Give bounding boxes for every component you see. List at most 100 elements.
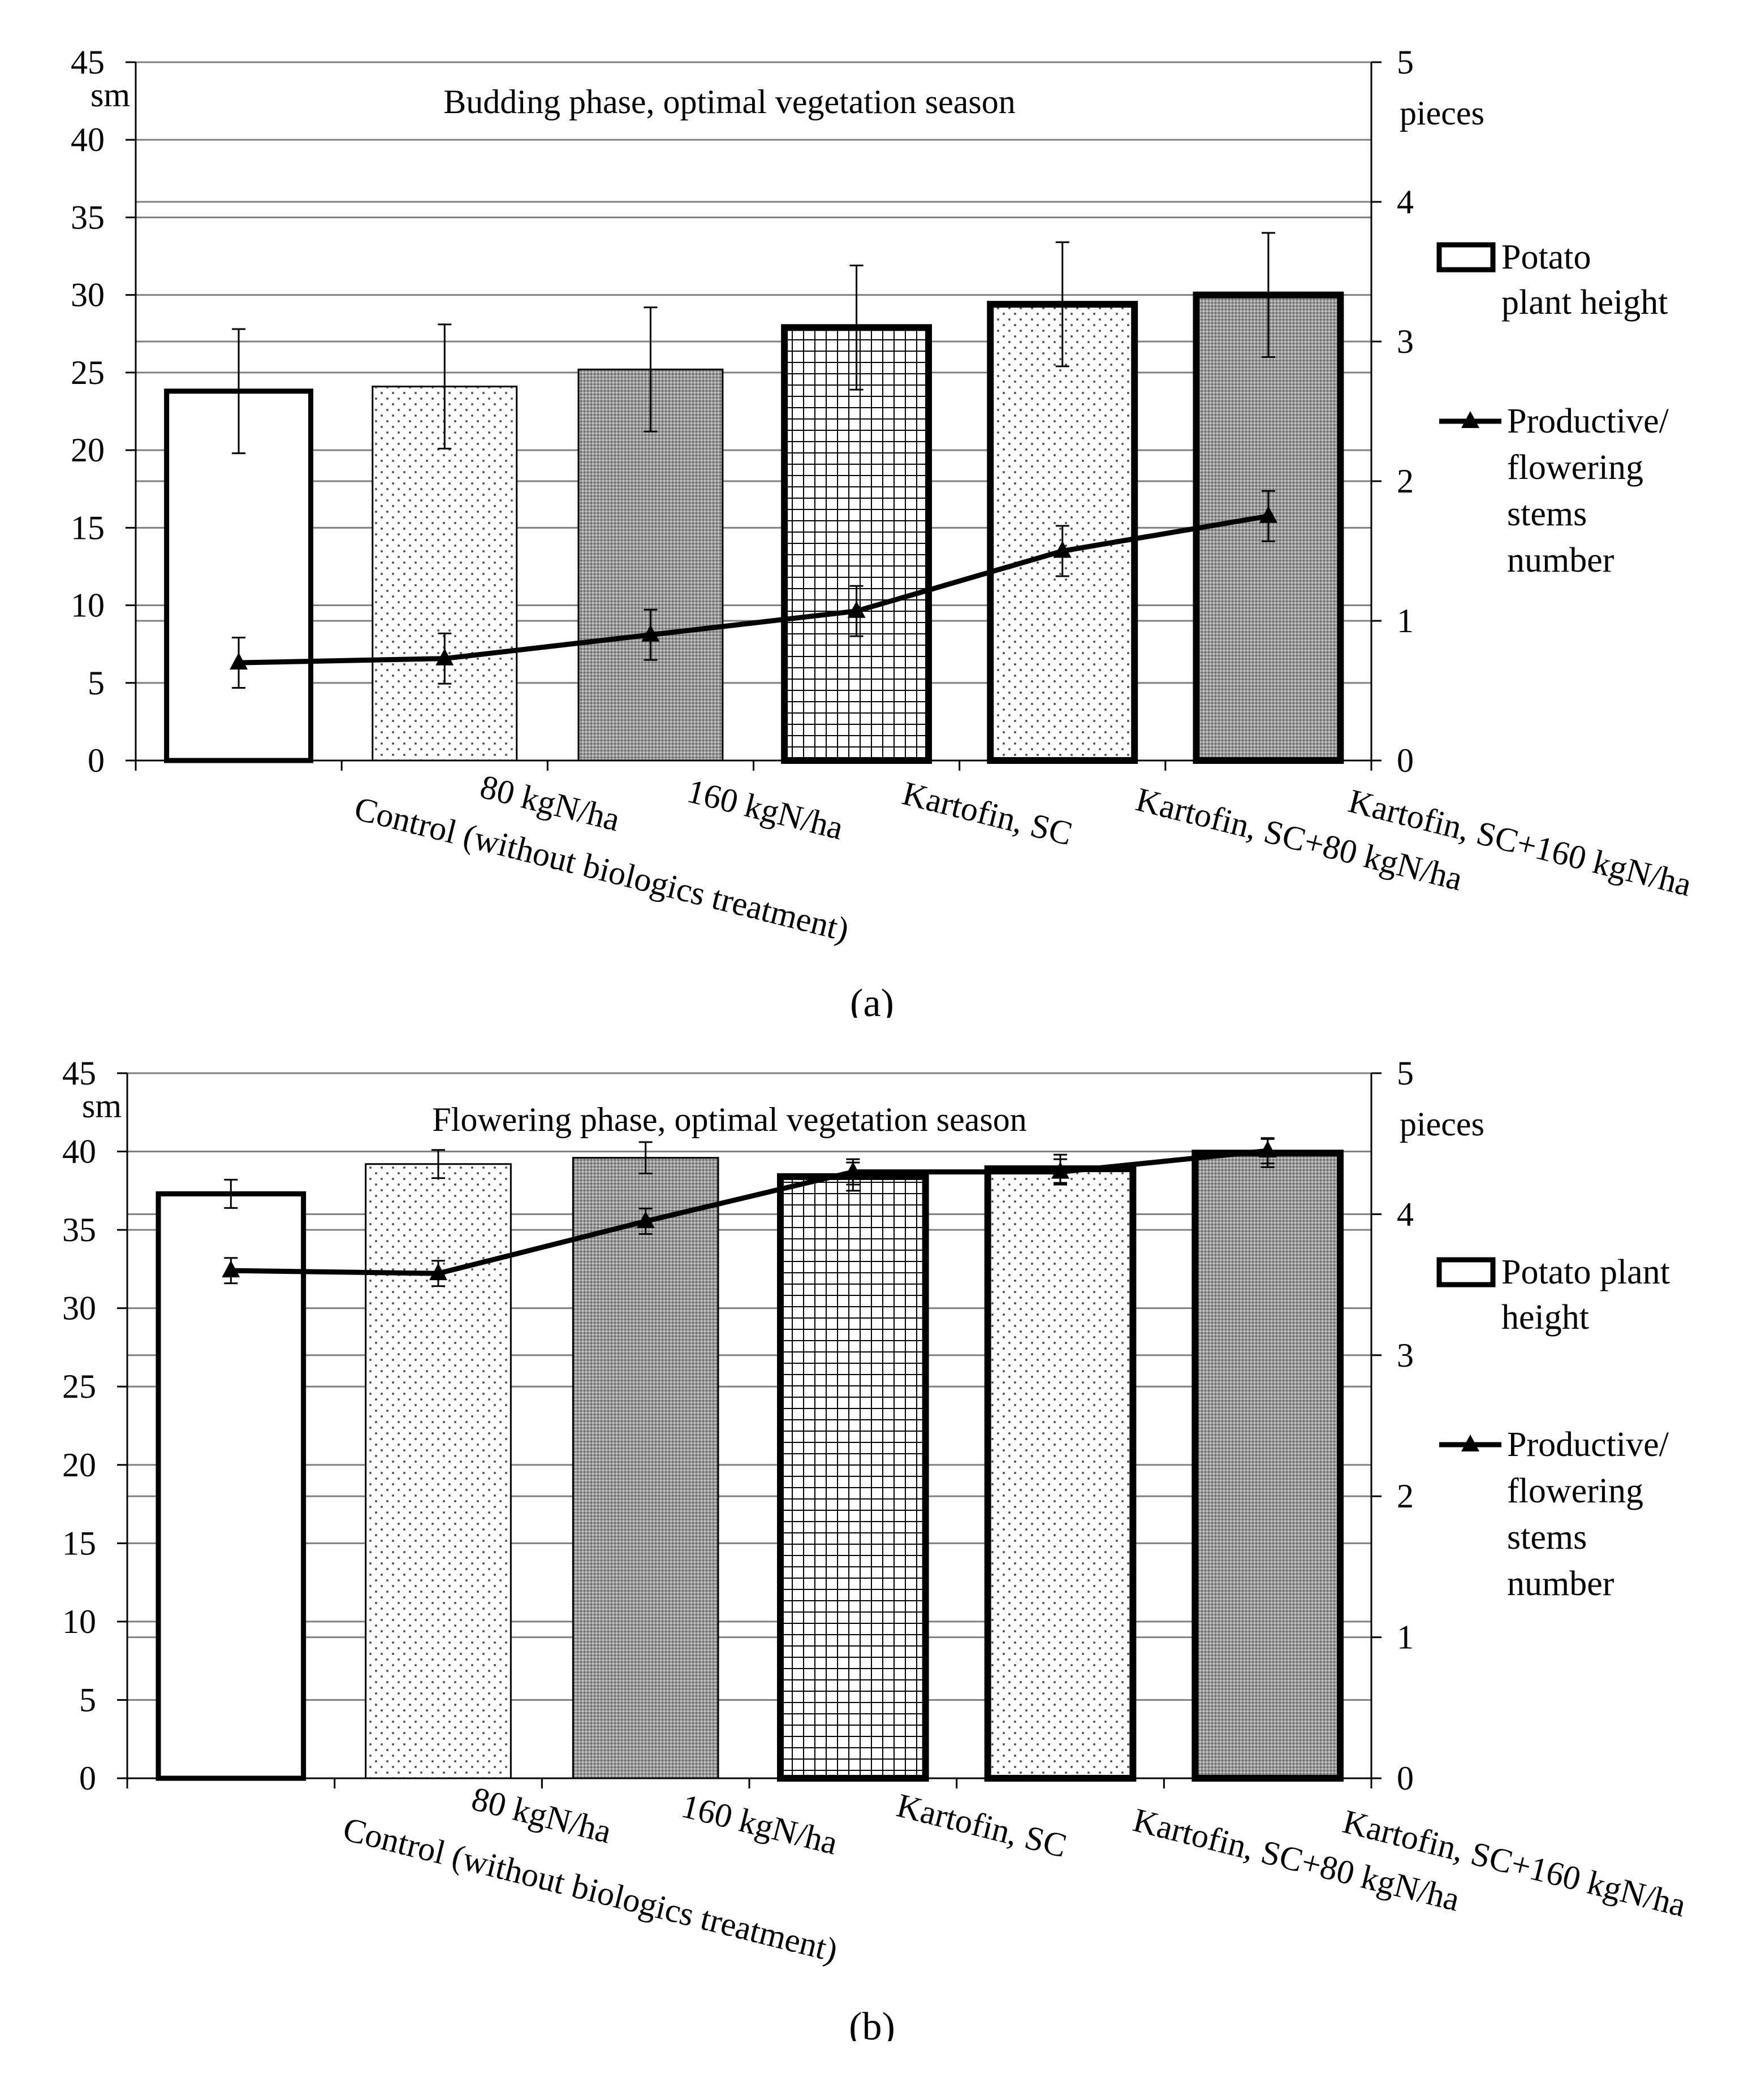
bar-error-1 [224,1178,238,1209]
y-tick-label-left: 15 [62,1524,96,1562]
category-label-6: Kartofin, SC+160 kgN/ha [1345,782,1695,904]
y-tick-label-left: 25 [62,1368,96,1405]
y-tick-label-left: 20 [71,431,105,469]
y-tick-label-right: 2 [1397,1477,1414,1515]
y-tick-label-right: 5 [1397,1055,1414,1092]
y-tick-label-left: 10 [71,587,105,624]
y-axis-label-right: pieces [1400,94,1484,132]
line-marker-1 [230,653,248,670]
y-axis-label-right: pieces [1400,1105,1484,1143]
bar-error-2 [431,1149,445,1179]
line-marker-5 [1053,541,1072,558]
category-label-2: 80 kgN/ha [468,1780,615,1851]
legend-line-label: stems [1507,495,1587,533]
line-marker-4 [847,600,866,618]
line-marker-2 [435,648,454,666]
y-tick-label-right: 1 [1397,602,1414,639]
legend-line-marker [1461,1434,1479,1451]
category-label-3: 160 kgN/ha [684,772,847,846]
legend-bar-label: Potato plant [1501,1253,1670,1291]
y-tick-label-right: 3 [1397,1337,1414,1374]
y-tick-label-left: 40 [71,121,105,158]
line-marker-6 [1259,505,1277,523]
line-marker-6 [1258,1140,1277,1158]
y-tick-label-left: 20 [62,1446,96,1484]
chart-b-line [222,1137,1277,1287]
line-marker-5 [1051,1161,1069,1179]
bar-6 [1192,1150,1344,1782]
legend-bar-swatch [1436,242,1496,273]
bar-2 [365,1163,512,1779]
bar-error-2 [438,323,452,450]
bar-3 [577,368,724,762]
y-tick-label-left: 45 [62,1055,96,1092]
chart-title: Budding phase, optimal vegetation season [443,83,1015,120]
chart-a-gridlines [136,61,1371,684]
bar-error-5 [1055,241,1069,368]
bar-4 [781,324,933,764]
bar-error-3 [644,306,658,433]
y-tick-label-left: 35 [62,1211,96,1248]
chart-a-axes [126,61,1382,771]
panel-label: (a) [850,982,894,1018]
y-tick-label-right: 4 [1397,1195,1414,1233]
line-marker-4 [844,1161,862,1179]
y-tick-label-left: 15 [71,509,105,546]
chart-title: Flowering phase, optimal vegetation seas… [432,1101,1026,1138]
y-tick-label-left: 10 [62,1603,96,1640]
y-tick-label-left: 5 [88,664,105,702]
y-tick-label-left: 35 [71,198,105,236]
y-tick-label-right: 0 [1397,1760,1414,1797]
legend-line-label: flowering [1507,1472,1643,1510]
legend-bar-swatch [1436,1257,1496,1287]
y-tick-label-right: 5 [1397,44,1414,81]
bar-5 [984,1165,1137,1782]
y-tick-label-right: 4 [1397,183,1414,221]
y-axis-label-left: sm [90,76,130,114]
legend-line-label: Productive/ [1507,402,1669,440]
line-marker-1 [222,1260,240,1278]
legend-bar-label: Potato [1501,238,1591,276]
panel-label: (b) [849,2005,895,2041]
legend-bar-label: height [1501,1298,1589,1337]
legend-line-label: flowering [1507,448,1643,487]
y-tick-label-left: 0 [88,742,105,779]
y-axis-label-left: sm [82,1087,122,1125]
y-tick-label-right: 1 [1397,1619,1414,1656]
y-tick-label-left: 30 [71,276,105,314]
y-tick-label-left: 40 [62,1133,96,1170]
legend-line-label: number [1507,1565,1615,1603]
legend-line-label: stems [1507,1518,1587,1557]
legend: Potato plant height Productive/flowering st… [1436,238,1669,580]
legend-bar-label: plant height [1501,283,1668,322]
bar-4 [777,1173,929,1782]
stems-line [231,1148,1268,1276]
line-marker-3 [636,1211,655,1228]
bar-3 [572,1157,719,1779]
legend-line-label: Productive/ [1507,1425,1669,1464]
y-tick-label-right: 0 [1397,742,1414,779]
y-tick-label-left: 30 [62,1290,96,1327]
stems-line [238,513,1269,666]
legend-line-marker [1461,411,1479,428]
bar-1 [156,1191,307,1781]
bar-error-4 [849,265,864,391]
chart-b-axes [117,1072,1382,1788]
y-tick-label-left: 25 [71,354,105,391]
category-label-6: Kartofin, SC+160 kgN/ha [1339,1803,1690,1924]
category-label-4: Kartofin, SC [893,1786,1070,1864]
legend-line-label: number [1507,541,1615,580]
line-marker-3 [641,624,660,642]
chart-a-bars [164,232,1344,764]
y-tick-label-left: 45 [71,44,105,81]
bar-error-1 [232,328,246,455]
y-tick-label-right: 3 [1397,323,1414,360]
legend: Potato plant height Productive/flowering st… [1436,1253,1670,1603]
y-tick-label-left: 5 [79,1681,96,1718]
category-label-3: 160 kgN/ha [678,1787,841,1861]
chart-a-line [230,490,1277,689]
chart-b-bars [156,1138,1344,1782]
y-tick-label-right: 2 [1397,463,1414,500]
